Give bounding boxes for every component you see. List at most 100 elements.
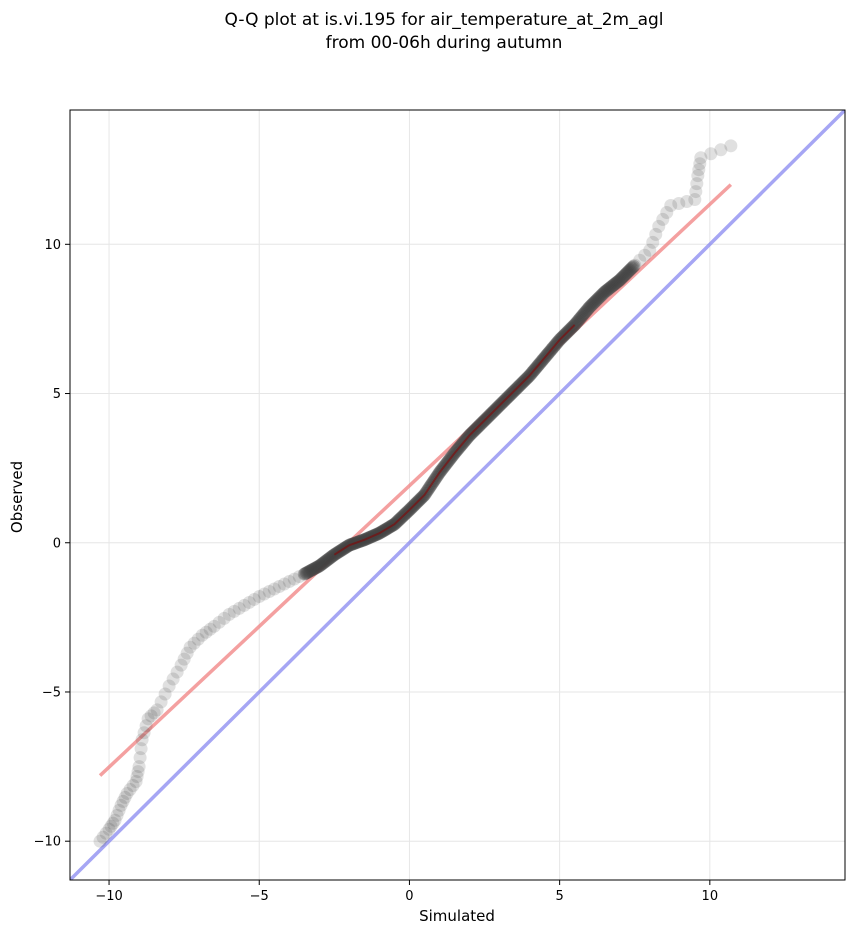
quantile-point	[656, 212, 670, 226]
quantile-point	[139, 719, 153, 733]
quantile-point	[621, 265, 635, 279]
quantile-point	[129, 775, 143, 789]
quantile-point	[593, 289, 607, 303]
quantile-point	[672, 197, 686, 211]
quantile-point	[596, 287, 610, 301]
quantile-point	[199, 625, 213, 639]
quantile-point	[272, 580, 286, 594]
y-tick-label: −10	[34, 835, 61, 850]
quantile-point	[578, 305, 592, 319]
quantile-point	[585, 298, 599, 312]
dense-core-trace	[333, 324, 576, 556]
quantile-point	[704, 147, 718, 161]
quantile-point	[267, 582, 281, 596]
quantile-point	[108, 813, 122, 827]
quantile-point	[579, 304, 593, 318]
quantile-point	[312, 559, 326, 573]
quantile-point	[123, 782, 137, 796]
quantile-point	[303, 564, 317, 578]
quantile-point	[310, 560, 324, 574]
quantile-point	[311, 560, 325, 574]
quantile-point	[664, 199, 678, 213]
quantile-point	[589, 294, 603, 308]
quantile-point	[319, 554, 333, 568]
x-tick-label: 10	[702, 889, 719, 904]
quantile-point	[130, 770, 144, 784]
quantile-point	[154, 695, 168, 709]
quantile-point	[187, 636, 201, 650]
quantile-point	[104, 819, 118, 833]
quantile-point	[690, 177, 704, 191]
y-tick-label: 10	[44, 238, 61, 253]
quantile-point	[572, 313, 586, 327]
quantile-point	[174, 658, 188, 672]
quantile-point	[643, 243, 657, 257]
quantile-point	[110, 808, 124, 822]
quantile-point	[314, 557, 328, 571]
quantile-point	[599, 284, 613, 298]
quantile-point	[614, 272, 628, 286]
y-tick-label: −5	[42, 685, 61, 700]
quantile-point	[616, 270, 630, 284]
quantile-point	[301, 565, 315, 579]
quantile-point	[170, 665, 184, 679]
quantile-point	[93, 834, 107, 848]
quantile-point	[217, 611, 231, 625]
quantile-point	[609, 276, 623, 290]
quantile-point	[588, 295, 602, 309]
quantile-point	[638, 248, 652, 262]
plot-area-frame	[69, 109, 846, 881]
quantile-point	[144, 709, 158, 723]
quantile-point	[195, 628, 209, 642]
quantile-point	[299, 566, 313, 580]
quantile-point	[118, 790, 132, 804]
quantile-point	[207, 619, 221, 633]
quantile-point	[590, 293, 604, 307]
quantile-point	[598, 285, 612, 299]
quantile-point	[180, 646, 194, 660]
quantile-point	[305, 563, 319, 577]
quantile-point	[693, 157, 707, 171]
quantile-point	[316, 557, 330, 571]
x-tick-label: 0	[405, 889, 413, 904]
quantile-point	[297, 567, 311, 581]
quantile-point	[587, 296, 601, 310]
chart-title-line-1: Q-Q plot at is.vi.195 for air_temperatur…	[224, 10, 663, 30]
quantile-point	[126, 778, 140, 792]
quantile-point	[247, 592, 261, 606]
quantile-point	[680, 195, 694, 209]
quantile-point	[622, 264, 636, 278]
y-tick-label: 0	[53, 536, 61, 551]
quantile-point	[714, 143, 728, 157]
quantile-point	[652, 219, 666, 233]
quantile-point	[582, 301, 596, 315]
quantile-point	[227, 604, 241, 618]
quantile-point	[605, 279, 619, 293]
quantile-point	[633, 253, 647, 267]
quantile-point	[237, 598, 251, 612]
quantile-point	[688, 193, 702, 207]
quantile-point	[571, 314, 585, 328]
quantile-point	[135, 733, 149, 747]
quantile-point	[242, 595, 256, 609]
chart-title-line-2: from 00-06h during autumn	[326, 33, 563, 53]
quantile-point	[212, 615, 226, 629]
quantile-point	[317, 556, 331, 570]
quantile-point	[322, 552, 336, 566]
quantile-point	[313, 558, 327, 572]
quantile-point	[613, 273, 627, 287]
quantile-point	[689, 185, 703, 199]
quantile-point	[573, 311, 587, 325]
quantile-point	[620, 266, 634, 280]
quantile-point	[626, 260, 640, 274]
quantile-point	[150, 703, 164, 717]
quantile-point	[287, 572, 301, 586]
quantile-point	[277, 577, 291, 591]
quantile-points	[93, 139, 738, 848]
quantile-point	[602, 282, 616, 296]
quantile-point	[694, 151, 708, 165]
quantile-point	[627, 259, 641, 273]
quantile-point	[183, 640, 197, 654]
quantile-point	[106, 816, 120, 830]
